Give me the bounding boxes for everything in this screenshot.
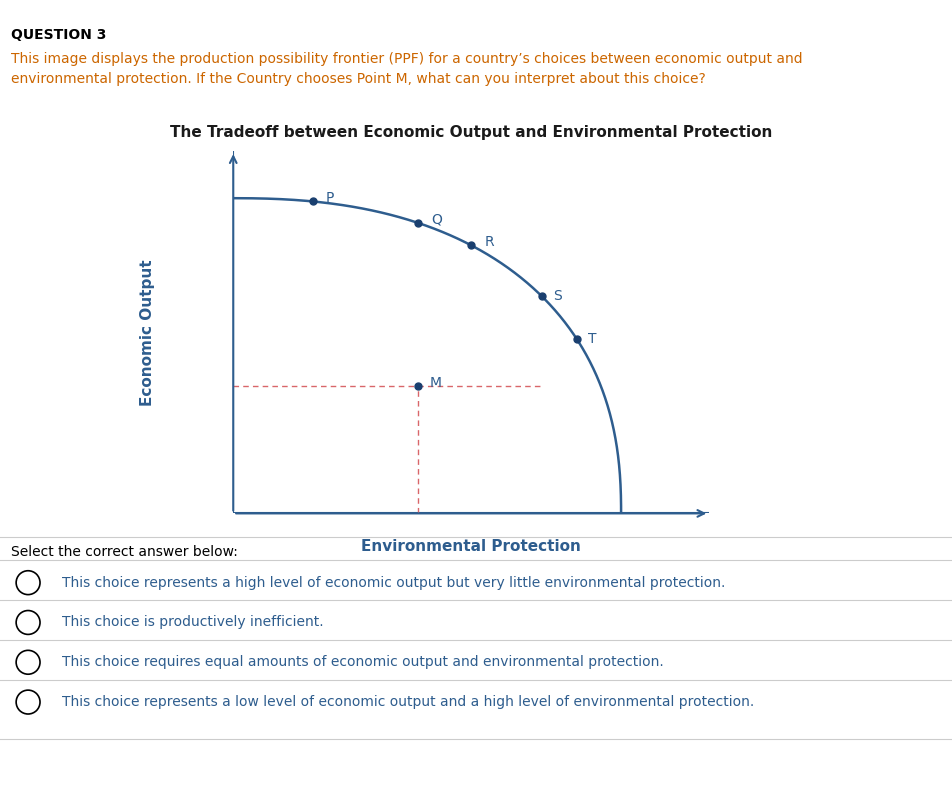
Text: Select the correct answer below:: Select the correct answer below: bbox=[11, 545, 238, 560]
Text: This image displays the production possibility frontier (PPF) for a country’s ch: This image displays the production possi… bbox=[11, 52, 803, 86]
Text: This choice requires equal amounts of economic output and environmental protecti: This choice requires equal amounts of ec… bbox=[62, 655, 664, 669]
Text: This choice represents a low level of economic output and a high level of enviro: This choice represents a low level of ec… bbox=[62, 695, 754, 709]
Text: S: S bbox=[553, 289, 562, 303]
Text: Q: Q bbox=[431, 213, 443, 227]
Text: Environmental Protection: Environmental Protection bbox=[362, 539, 581, 554]
Text: P: P bbox=[326, 191, 334, 205]
Text: M: M bbox=[429, 376, 442, 389]
Text: This choice is productively inefficient.: This choice is productively inefficient. bbox=[62, 615, 324, 630]
Text: This choice represents a high level of economic output but very little environme: This choice represents a high level of e… bbox=[62, 576, 725, 590]
Text: Economic Output: Economic Output bbox=[140, 259, 155, 406]
Text: R: R bbox=[485, 235, 494, 249]
Text: T: T bbox=[588, 333, 597, 346]
Text: QUESTION 3: QUESTION 3 bbox=[11, 28, 107, 42]
Title: The Tradeoff between Economic Output and Environmental Protection: The Tradeoff between Economic Output and… bbox=[170, 125, 772, 140]
